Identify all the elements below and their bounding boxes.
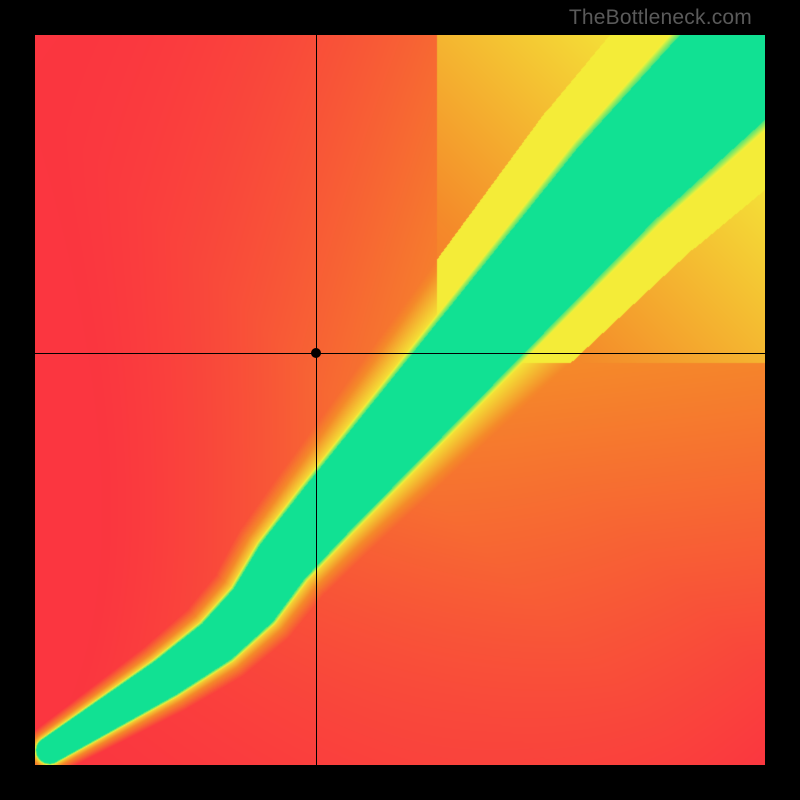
crosshair-horizontal	[35, 353, 765, 354]
heatmap-canvas	[35, 35, 765, 765]
bottleneck-heatmap	[35, 35, 765, 765]
crosshair-vertical	[316, 35, 317, 765]
watermark-text: TheBottleneck.com	[569, 6, 752, 30]
marker-dot	[311, 348, 321, 358]
